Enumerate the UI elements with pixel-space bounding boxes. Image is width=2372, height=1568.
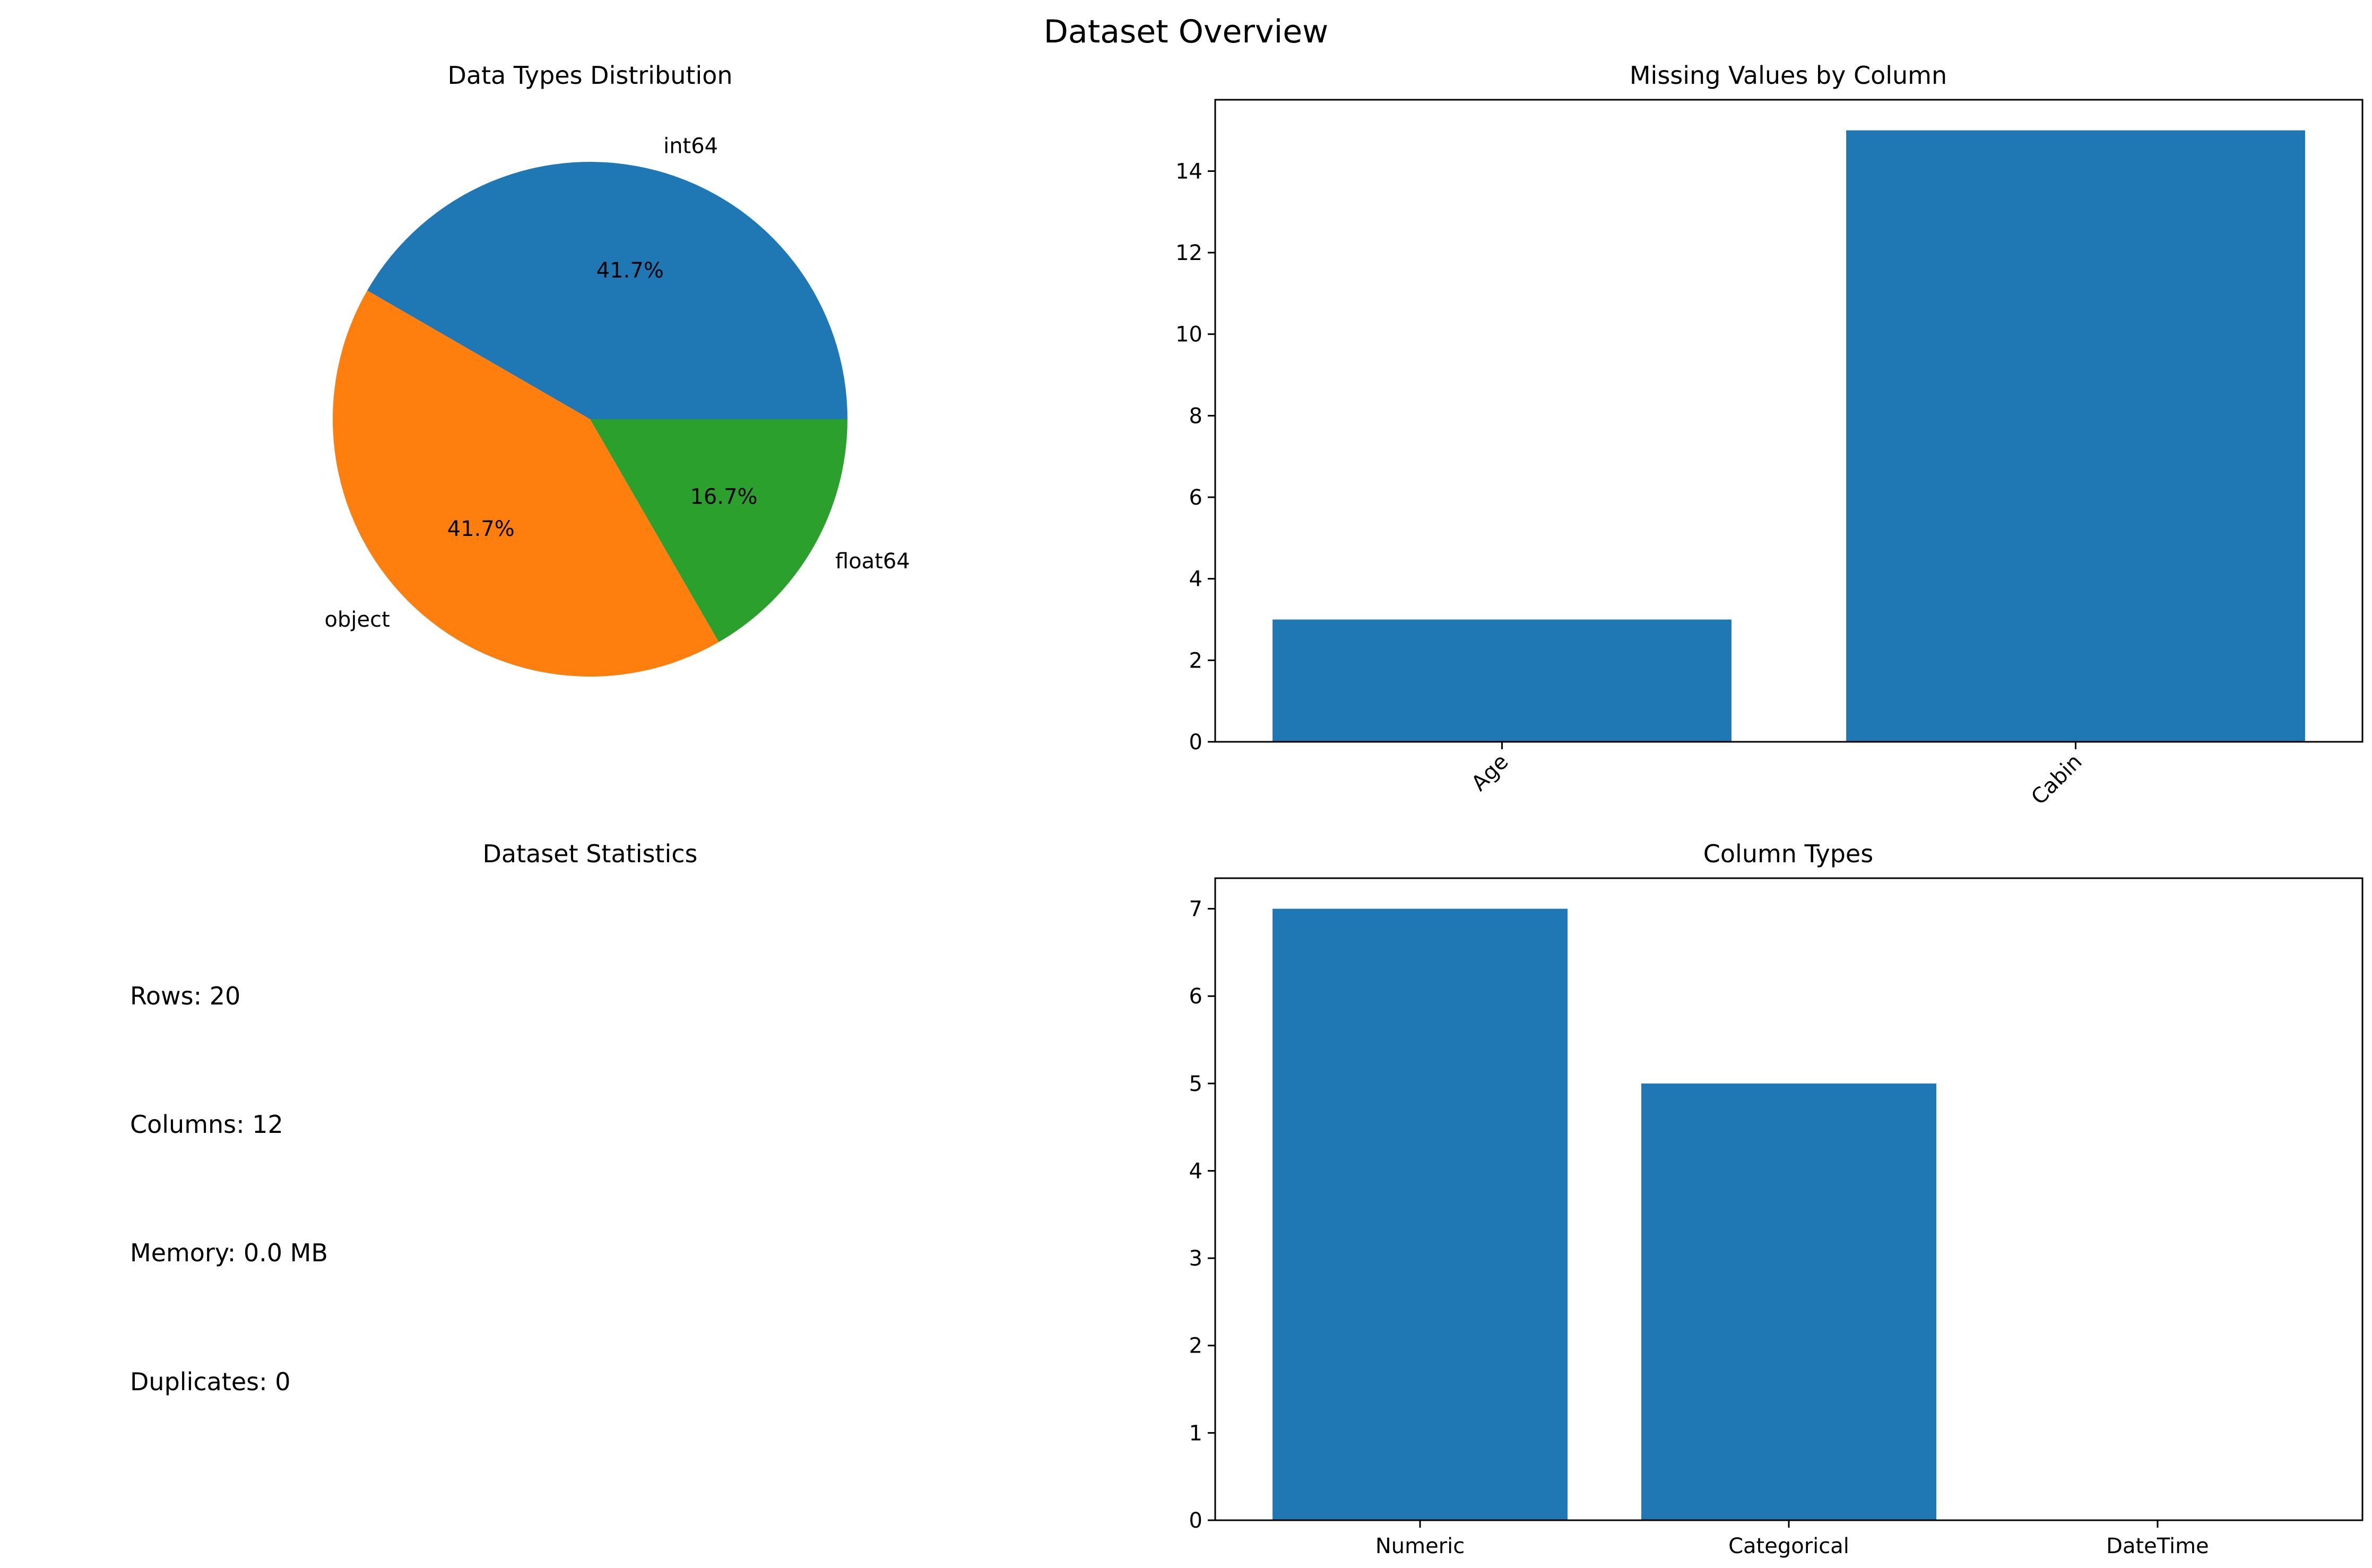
x-tick-label: Age <box>1467 750 1513 796</box>
pie-slices: int64 41.7% object 41.7% float64 16.7% <box>324 134 910 677</box>
pie-label-float64: float64 <box>835 549 910 574</box>
pie-chart-data-types: Data Types Distribution int64 41.7% object… <box>324 61 910 677</box>
x-tick-label: Numeric <box>1375 1534 1465 1558</box>
y-tick-label: 4 <box>1189 1159 1202 1183</box>
y-tick-label: 8 <box>1189 404 1202 428</box>
stat-duplicates: Duplicates: 0 <box>130 1367 291 1396</box>
y-tick-label: 2 <box>1189 648 1202 673</box>
stat-rows: Rows: 20 <box>130 982 240 1010</box>
column-types-plot: 0 1 2 3 4 5 6 7 Numeric Categorical DateTime <box>1189 877 2364 1558</box>
axes-frame <box>1214 99 2364 743</box>
pie-percent-int64: 41.7% <box>596 258 664 283</box>
pie-percent-float64: 16.7% <box>690 485 757 509</box>
x-tick-label: DateTime <box>2106 1534 2209 1558</box>
y-tick-label: 6 <box>1189 984 1202 1009</box>
pie-title: Data Types Distribution <box>447 61 732 90</box>
y-tick-label: 12 <box>1175 241 1202 265</box>
y-tick-label: 14 <box>1175 159 1202 184</box>
bar-Numeric <box>1272 908 1568 1520</box>
x-tick-label: Categorical <box>1728 1534 1849 1558</box>
statistics-title: Dataset Statistics <box>482 839 697 868</box>
y-tick-label: 5 <box>1189 1072 1202 1096</box>
column-types-title: Column Types <box>1703 839 1873 868</box>
bar-chart-column-types: Column Types 0 1 2 3 4 5 6 7 Numeric Categorical D… <box>1189 839 2364 1558</box>
stat-columns: Columns: 12 <box>130 1110 283 1139</box>
pie-label-object: object <box>324 608 389 632</box>
y-tick-label: 1 <box>1189 1421 1202 1445</box>
missing-values-plot: 0 2 4 6 8 10 12 14 Age Cabin <box>1175 99 2364 810</box>
bar-Cabin <box>1846 130 2305 742</box>
y-tick-label: 10 <box>1175 323 1202 347</box>
x-tick-label: Cabin <box>2027 750 2087 810</box>
pie-slice-object <box>333 290 719 677</box>
figure-title: Dataset Overview <box>1044 13 1329 50</box>
y-tick-label: 7 <box>1189 897 1202 922</box>
pie-slice-int64 <box>367 162 848 419</box>
pie-label-int64: int64 <box>663 134 718 159</box>
pie-slice-float64 <box>590 419 847 643</box>
missing-values-title: Missing Values by Column <box>1630 61 1947 90</box>
y-tick-label: 6 <box>1189 486 1202 510</box>
bar-Categorical <box>1641 1083 1936 1520</box>
y-tick-label: 0 <box>1189 730 1202 755</box>
y-tick-label: 2 <box>1189 1334 1202 1358</box>
y-tick-label: 4 <box>1189 567 1202 592</box>
pie-percent-object: 41.7% <box>447 517 515 541</box>
dataset-statistics-panel: Dataset Statistics Rows: 20 Columns: 12 … <box>130 839 698 1396</box>
bar-Age <box>1272 619 1732 742</box>
y-tick-label: 3 <box>1189 1246 1202 1271</box>
bar-chart-missing-values: Missing Values by Column 0 2 4 6 8 10 12 14 Age C… <box>1175 61 2364 810</box>
stat-memory: Memory: 0.0 MB <box>130 1238 328 1267</box>
y-tick-label: 0 <box>1189 1509 1202 1533</box>
